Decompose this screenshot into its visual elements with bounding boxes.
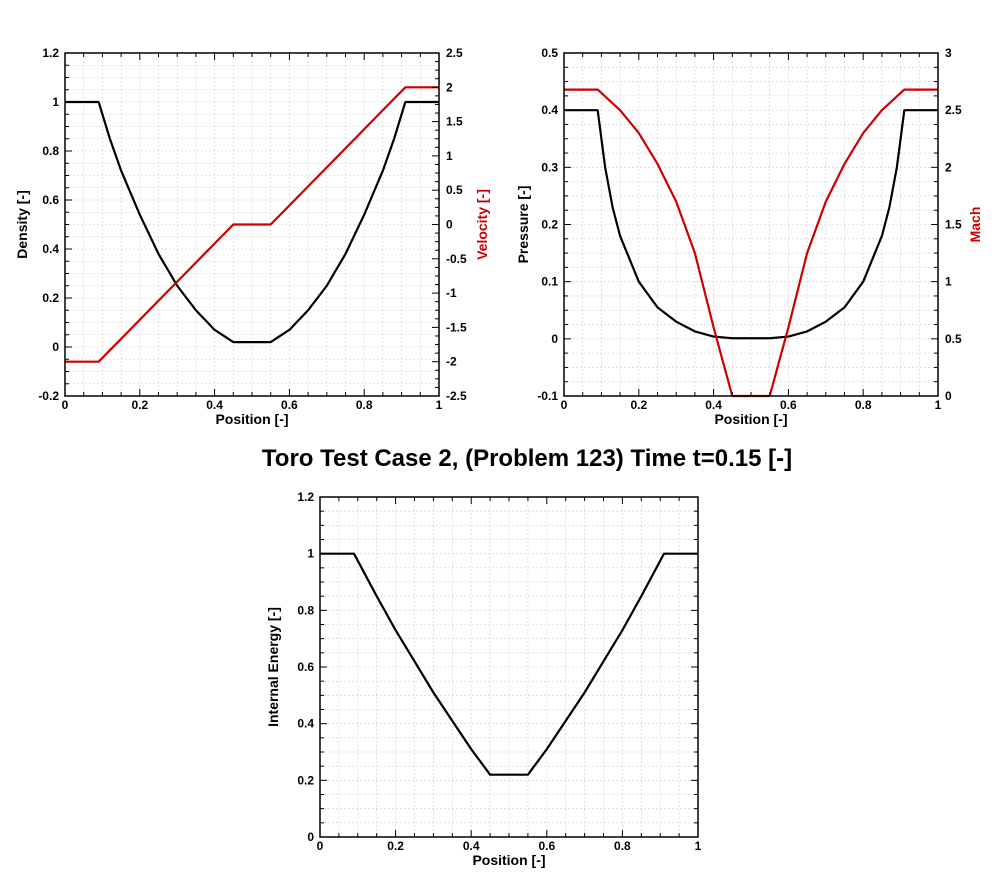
y2-tick-label: -2 xyxy=(446,355,457,369)
y2-axis-label: Mach xyxy=(967,207,983,243)
x-tick-label: 1 xyxy=(935,398,942,412)
x-tick-label: 0 xyxy=(561,398,568,412)
y2-tick-label: 2 xyxy=(446,80,453,94)
y-tick-label: 0.4 xyxy=(297,717,314,731)
y2-tick-label: -2.5 xyxy=(446,389,467,403)
x-tick-label: 0.6 xyxy=(780,398,797,412)
series-line-1 xyxy=(65,100,439,344)
y2-tick-label: 0 xyxy=(446,218,453,232)
y-axis-label: Pressure [-] xyxy=(515,186,531,264)
y-axis-label: Density [-] xyxy=(14,190,30,258)
y-tick-label: 0.2 xyxy=(297,773,314,787)
y2-tick-label: -1 xyxy=(446,286,457,300)
series-line-1 xyxy=(320,552,698,776)
y-axis-label: Internal Energy [-] xyxy=(265,607,281,727)
y2-tick-label: 1 xyxy=(945,275,952,289)
x-tick-label: 0.4 xyxy=(206,398,223,412)
y2-axis-label: Velocity [-] xyxy=(474,189,490,260)
x-tick-label: 0.2 xyxy=(630,398,647,412)
x-tick-label: 0.6 xyxy=(281,398,298,412)
x-axis-label: Position [-] xyxy=(472,852,545,868)
y-tick-label: 1 xyxy=(52,95,59,109)
y2-tick-label: 2 xyxy=(945,160,952,174)
y-tick-label: 0.4 xyxy=(541,103,558,117)
y-tick-label: 0 xyxy=(52,340,59,354)
y2-tick-label: 0.5 xyxy=(446,183,463,197)
x-axis-label: Position [-] xyxy=(215,411,288,427)
x-tick-label: 0.8 xyxy=(356,398,373,412)
y2-tick-label: 0 xyxy=(945,389,952,403)
y-tick-label: 0.6 xyxy=(42,193,59,207)
y-tick-label: 0.1 xyxy=(541,275,558,289)
y-tick-label: 1.2 xyxy=(42,46,59,60)
y-tick-label: 0.8 xyxy=(42,144,59,158)
x-tick-label: 0 xyxy=(317,839,324,853)
x-tick-label: 1 xyxy=(695,839,702,853)
y-tick-label: 0.5 xyxy=(541,46,558,60)
x-tick-label: 0.6 xyxy=(538,839,555,853)
x-tick-label: 0.4 xyxy=(463,839,480,853)
series-line-2 xyxy=(65,86,439,363)
y-tick-label: 0.6 xyxy=(297,660,314,674)
y2-tick-label: 1 xyxy=(446,149,453,163)
y-tick-label: 0.4 xyxy=(42,242,59,256)
y2-tick-label: 3 xyxy=(945,46,952,60)
x-tick-label: 0.2 xyxy=(387,839,404,853)
y2-tick-label: 2.5 xyxy=(945,103,962,117)
y-tick-label: 0.8 xyxy=(297,603,314,617)
y2-tick-label: 2.5 xyxy=(446,46,463,60)
x-tick-label: 0.8 xyxy=(614,839,631,853)
y-tick-label: 0.2 xyxy=(42,291,59,305)
y2-tick-label: -0.5 xyxy=(446,252,467,266)
y-tick-label: 0.3 xyxy=(541,160,558,174)
x-tick-label: 1 xyxy=(436,398,443,412)
figure-title: Toro Test Case 2, (Problem 123) Time t=0… xyxy=(262,445,792,472)
y-tick-label: 1 xyxy=(307,547,314,561)
x-tick-label: 0.8 xyxy=(855,398,872,412)
y-tick-label: 1.2 xyxy=(297,490,314,504)
y-tick-label: -0.1 xyxy=(537,389,558,403)
x-tick-label: 0.2 xyxy=(131,398,148,412)
chart-panel-3: 0 0.2 0.4 0.6 0.8 1 0 0.2 0.4 0.6 0.8 1 1.2 Position … xyxy=(265,490,702,868)
y2-tick-label: 1.5 xyxy=(446,115,463,129)
y-tick-label: 0 xyxy=(307,830,314,844)
y2-tick-label: -1.5 xyxy=(446,320,467,334)
y-tick-label: 0.2 xyxy=(541,218,558,232)
x-axis-label: Position [-] xyxy=(714,411,787,427)
chart-panel-1: 0 0.2 0.4 0.6 0.8 1-0.200.20.40.60.811.2-2.5-… xyxy=(14,46,490,427)
x-tick-label: 0 xyxy=(62,398,69,412)
y-tick-label: 0 xyxy=(551,332,558,346)
x-tick-label: 0.4 xyxy=(705,398,722,412)
y-tick-label: -0.2 xyxy=(38,389,59,403)
chart-panels: 0 0.2 0.4 0.6 0.8 1-0.200.20.40.60.811.2-2.5-… xyxy=(14,46,983,868)
y2-tick-label: 0.5 xyxy=(945,332,962,346)
series-line-1 xyxy=(564,109,938,340)
chart-panel-2: 0 0.2 0.4 0.6 0.8 1-0.100.10.20.30.40.500.511… xyxy=(515,46,983,427)
y2-tick-label: 1.5 xyxy=(945,218,962,232)
